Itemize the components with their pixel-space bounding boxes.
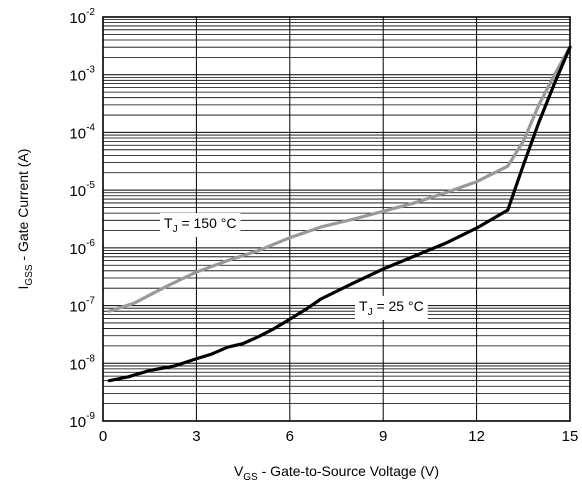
x-axis-title: VGS - Gate-to-Source Voltage (V) — [234, 463, 439, 483]
y-tick-label: 10-8 — [69, 353, 95, 373]
x-tick-label: 6 — [286, 428, 294, 445]
series-layer — [107, 45, 572, 383]
y-tick-label: 10-5 — [69, 180, 95, 200]
series-line-1 — [107, 45, 572, 383]
series-annotation-1: TJ = 25 °C — [355, 296, 428, 320]
grid-layer — [102, 16, 571, 422]
y-axis-title: IGSS - Gate Current (A) — [15, 149, 35, 290]
x-tick-label: 9 — [379, 428, 387, 445]
series-annotation-text: TJ = 25 °C — [359, 298, 424, 318]
y-tick-label: 10-9 — [69, 411, 95, 431]
x-tick-label: 3 — [192, 428, 200, 445]
label-layer: 10-9 10-8 10-7 10-6 10-5 10-4 10-3 10-2 0 3 6 9 12 15… — [15, 7, 578, 483]
series-annotation-text: TJ = 150 °C — [164, 215, 236, 235]
plot-frame — [102, 16, 571, 422]
annotation-background — [160, 213, 241, 237]
x-tick-label: 15 — [562, 428, 579, 445]
y-tick-label: 10-6 — [69, 238, 95, 258]
y-tick-label: 10-3 — [69, 65, 95, 85]
frame-layer — [102, 16, 571, 422]
y-tick-label: 10-7 — [69, 296, 95, 316]
series-line-0 — [107, 45, 572, 313]
x-tick-label: 12 — [468, 428, 485, 445]
y-tick-label: 10-2 — [69, 7, 95, 27]
x-tick-label: 0 — [99, 428, 107, 445]
series-annotation-0: TJ = 150 °C — [160, 213, 241, 237]
y-tick-label: 10-4 — [69, 122, 95, 142]
annotation-background — [355, 296, 428, 320]
